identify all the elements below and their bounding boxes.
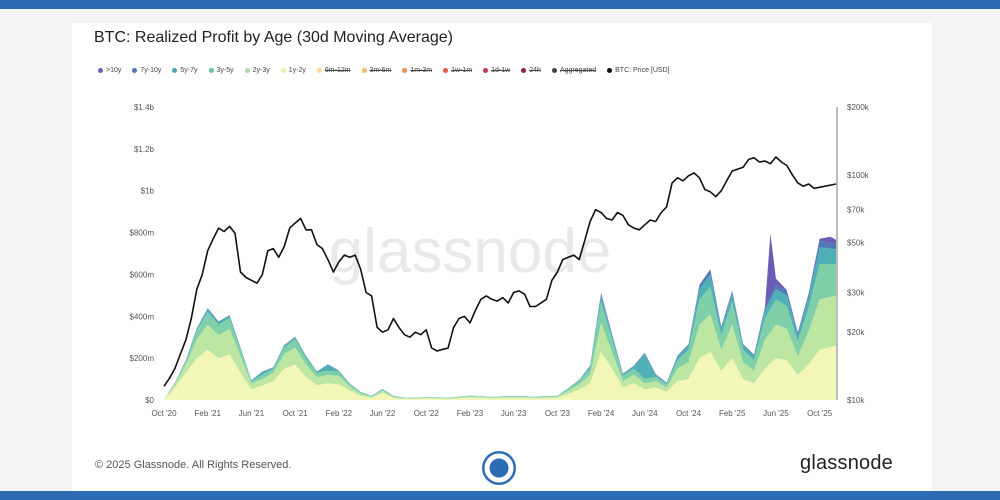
- y-left-tick-label: $0: [145, 396, 154, 405]
- y-right-tick-label: $70k: [847, 206, 865, 215]
- legend-item[interactable]: 5y-7y: [172, 66, 198, 74]
- legend-label: Aggregated: [559, 66, 597, 74]
- y-right-tick-label: $30k: [847, 289, 865, 298]
- chart-panel: [72, 23, 932, 491]
- y-right-tick-label: $10k: [847, 396, 865, 405]
- x-tick-label: Oct '23: [545, 409, 571, 418]
- y-left-tick-label: $1.2b: [134, 145, 155, 154]
- legend-label: 1m-3m: [410, 66, 433, 74]
- x-tick-label: Jun '21: [239, 409, 265, 418]
- legend-dot-icon: [316, 67, 322, 73]
- x-tick-label: Feb '24: [588, 409, 615, 418]
- legend-dot-icon: [244, 67, 250, 73]
- y-right-tick-label: $100k: [847, 171, 870, 180]
- legend-dot-icon: [280, 67, 286, 73]
- y-right-tick-label: $200k: [847, 103, 870, 112]
- x-tick-label: Jun '25: [763, 409, 789, 418]
- x-tick-label: Jun '22: [370, 409, 396, 418]
- copyright-text: © 2025 Glassnode. All Rights Reserved.: [95, 459, 292, 471]
- legend-label: 6m-12m: [324, 66, 351, 74]
- legend-item[interactable]: Aggregated: [551, 66, 597, 74]
- legend-item[interactable]: 7y-10y: [132, 67, 161, 74]
- price-line: [163, 156, 837, 387]
- area-series-2y-3y: [164, 295, 836, 400]
- legend-label: 5y-7y: [180, 66, 198, 74]
- y-right-tick-label: $50k: [847, 239, 865, 248]
- legend-label: >10y: [106, 66, 122, 74]
- y-left-tick-label: $200m: [130, 354, 155, 363]
- legend-item[interactable]: 24h: [521, 67, 541, 74]
- legend-item[interactable]: 1m-3m: [402, 67, 432, 74]
- x-tick-label: Oct '25: [807, 409, 833, 418]
- legend-item[interactable]: 1w-1m: [443, 67, 472, 74]
- x-tick-label: Oct '24: [676, 409, 702, 418]
- glassnode-logo-icon: [482, 451, 516, 485]
- y-left-tick-label: $400m: [130, 312, 155, 321]
- legend-label: 1y-2y: [288, 66, 306, 74]
- legend-label: 24h: [529, 66, 541, 74]
- legend-item[interactable]: 1y-2y: [280, 66, 306, 74]
- legend-dot-icon: [361, 67, 367, 73]
- legend-label: 7y-10y: [140, 66, 162, 74]
- watermark-text: glassnode: [329, 217, 612, 286]
- legend-label: 3y-5y: [216, 66, 234, 74]
- brand-wordmark: glassnode: [800, 452, 893, 474]
- legend-dot-icon: [443, 67, 449, 73]
- legend-dot-icon: [98, 67, 103, 73]
- y-left-tick-label: $800m: [130, 229, 155, 238]
- x-tick-label: Feb '23: [457, 409, 484, 418]
- x-tick-label: Jun '23: [501, 409, 527, 418]
- x-tick-label: Feb '25: [719, 409, 746, 418]
- y-left-tick-label: $600m: [130, 270, 155, 279]
- legend-dot-icon: [172, 67, 178, 73]
- legend-dot-icon: [483, 67, 489, 73]
- legend-dot-icon: [402, 67, 408, 73]
- x-tick-label: Feb '22: [326, 409, 353, 418]
- legend-dot-icon: [551, 67, 557, 73]
- legend-item[interactable]: BTC: Price [USD]: [607, 66, 670, 74]
- legend-item[interactable]: >10y: [98, 67, 121, 74]
- x-tick-label: Oct '20: [151, 409, 177, 418]
- chart-legend: >10y 7y-10y 5y-7y 3y-5y 2y-3y 1y-2y 6m-12m 3m-6…: [98, 64, 681, 76]
- x-tick-label: Jun '24: [632, 409, 658, 418]
- legend-label: 3m-6m: [369, 66, 392, 74]
- legend-dot-icon: [208, 67, 214, 73]
- legend-item[interactable]: 3m-6m: [361, 66, 392, 74]
- area-series-1y-2y: [164, 345, 836, 400]
- legend-item[interactable]: 2y-3y: [244, 66, 270, 74]
- chart-title: BTC: Realized Profit by Age (30d Moving …: [94, 29, 453, 46]
- x-tick-label: Oct '21: [283, 409, 309, 418]
- legend-dot-icon: [607, 67, 613, 73]
- legend-label: 1d-1w: [491, 66, 511, 74]
- legend-label: BTC: Price [USD]: [615, 66, 670, 74]
- y-right-tick-label: $20k: [847, 328, 865, 337]
- legend-item[interactable]: 3y-5y: [208, 66, 234, 74]
- y-left-tick-label: $1b: [141, 187, 155, 196]
- legend-item[interactable]: 6m-12m: [316, 66, 351, 74]
- legend-dot-icon: [132, 67, 138, 73]
- legend-label: 2y-3y: [252, 66, 270, 74]
- x-tick-label: Feb '21: [194, 409, 221, 418]
- y-left-tick-label: $1.4b: [134, 103, 155, 112]
- legend-item[interactable]: 1d-1w: [483, 67, 510, 74]
- legend-label: 1w-1m: [451, 66, 473, 74]
- x-tick-label: Oct '22: [414, 409, 440, 418]
- legend-dot-icon: [521, 67, 527, 73]
